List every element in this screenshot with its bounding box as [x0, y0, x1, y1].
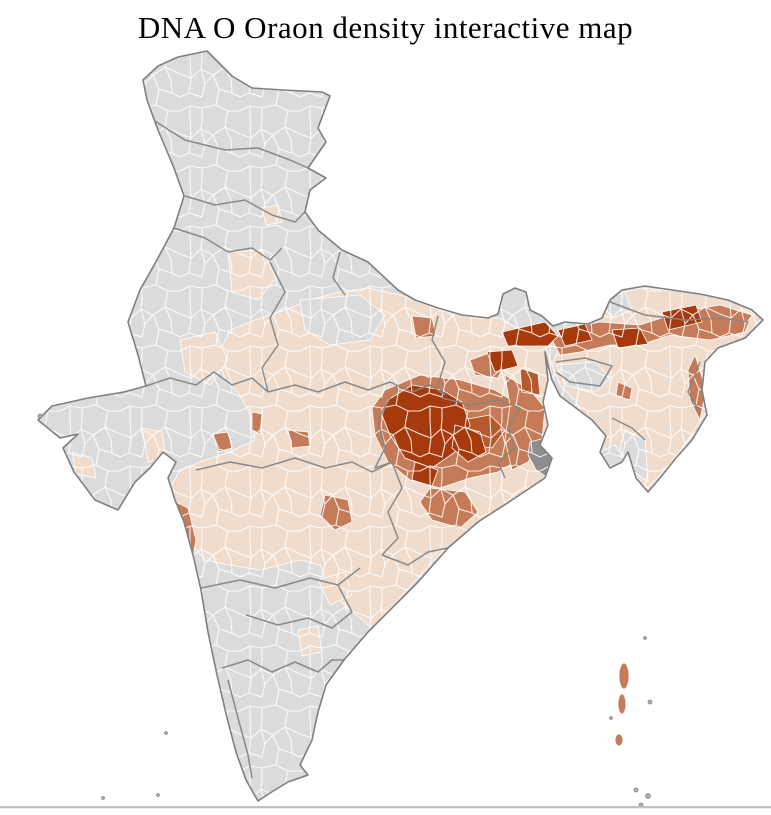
district-patch-goa-coast-medium[interactable]: [169, 579, 199, 633]
india-outline: [37, 50, 764, 802]
andaman-islands[interactable]: [614, 662, 630, 747]
state-borders: [145, 117, 749, 779]
district-patch-kerala-coast-medium[interactable]: [199, 689, 211, 729]
map-title: DNA O Oraon density interactive map: [137, 10, 634, 45]
bottom-divider: [0, 806, 771, 808]
bottom-divider-highlight: [0, 808, 771, 809]
district-borders-mesh: [38, 51, 763, 801]
